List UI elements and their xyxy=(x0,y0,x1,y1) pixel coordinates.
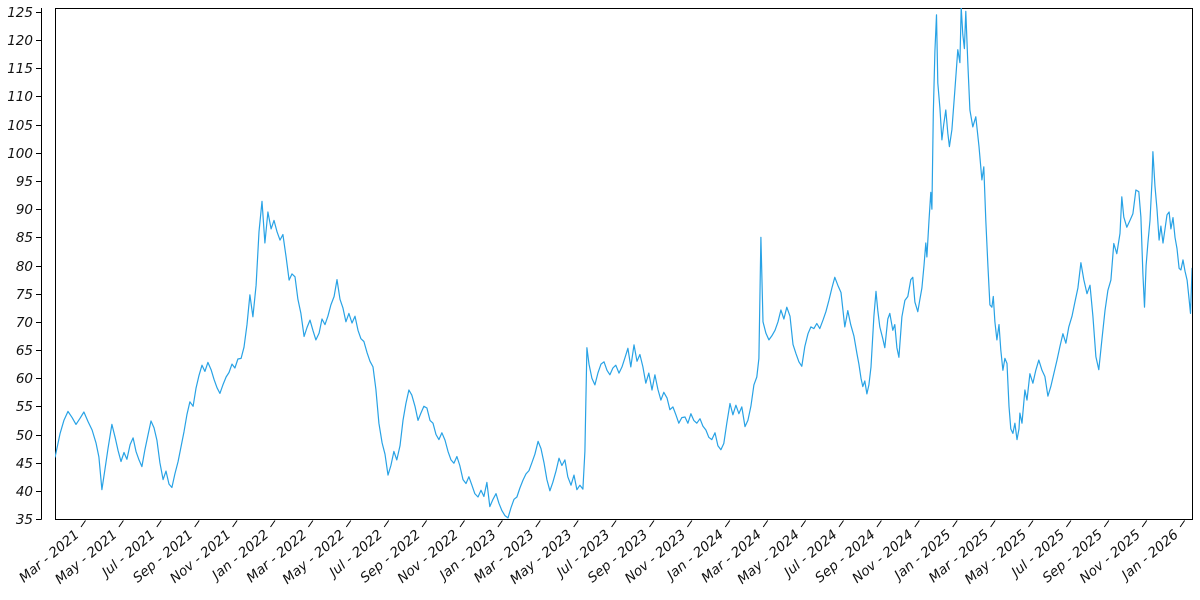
y-tick-label: 55 xyxy=(16,399,33,415)
x-tick-mark xyxy=(1141,520,1148,528)
x-tick-mark xyxy=(80,520,86,528)
x-tick-mark xyxy=(876,520,882,528)
x-tick-mark xyxy=(914,520,920,528)
x-tick-mark xyxy=(156,520,162,528)
x-tick-mark xyxy=(573,520,579,528)
x-tick-mark xyxy=(118,520,124,528)
x-tick-mark xyxy=(611,520,617,528)
plot-area-frame xyxy=(55,8,1193,520)
y-tick-label: 35 xyxy=(16,512,33,528)
x-tick-mark xyxy=(838,520,844,528)
y-tick-label: 125 xyxy=(7,5,33,21)
y-tick-label: 70 xyxy=(16,315,33,331)
y-tick-label: 95 xyxy=(16,174,33,190)
y-tick-label: 100 xyxy=(7,146,33,162)
x-tick-mark xyxy=(345,520,352,528)
x-tick-mark xyxy=(270,520,276,528)
price-series-line xyxy=(55,8,1192,519)
y-tick-label: 50 xyxy=(16,428,33,444)
x-tick-mark xyxy=(383,520,390,528)
x-tick-mark xyxy=(762,520,769,528)
y-tick-label: 80 xyxy=(16,259,33,275)
x-tick-mark xyxy=(800,520,807,528)
y-tick-label: 85 xyxy=(16,230,33,246)
x-tick-mark xyxy=(535,520,541,528)
x-tick-mark xyxy=(1028,520,1034,528)
x-tick-mark xyxy=(459,520,465,528)
x-tick-mark xyxy=(649,520,655,528)
x-tick-mark xyxy=(194,520,200,528)
x-tick-mark xyxy=(497,520,503,528)
y-tick-label: 40 xyxy=(16,484,33,500)
x-tick-mark xyxy=(307,520,314,528)
y-tick-label: 75 xyxy=(16,287,33,303)
y-axis: 35 40 45 50 55 60 65 70 75 80 85 90 95 100 105 110 115 12… xyxy=(7,5,42,528)
x-tick-mark xyxy=(421,520,428,528)
y-tick-label: 110 xyxy=(7,89,33,105)
y-tick-label: 60 xyxy=(16,371,33,387)
y-tick-label: 65 xyxy=(16,343,33,359)
y-tick-label: 115 xyxy=(7,61,33,77)
y-tick-label: 45 xyxy=(16,456,33,472)
x-tick-mark xyxy=(724,520,731,528)
x-tick-mark xyxy=(1066,520,1072,528)
x-tick-mark xyxy=(232,520,238,528)
x-tick-mark xyxy=(1179,520,1186,528)
x-tick-mark xyxy=(990,520,996,528)
x-tick-mark xyxy=(687,520,693,528)
x-tick-mark xyxy=(952,520,958,528)
x-tick-mark xyxy=(1103,520,1110,528)
y-tick-label: 105 xyxy=(7,118,33,134)
y-tick-label: 90 xyxy=(16,202,33,218)
y-tick-label: 120 xyxy=(7,33,33,49)
